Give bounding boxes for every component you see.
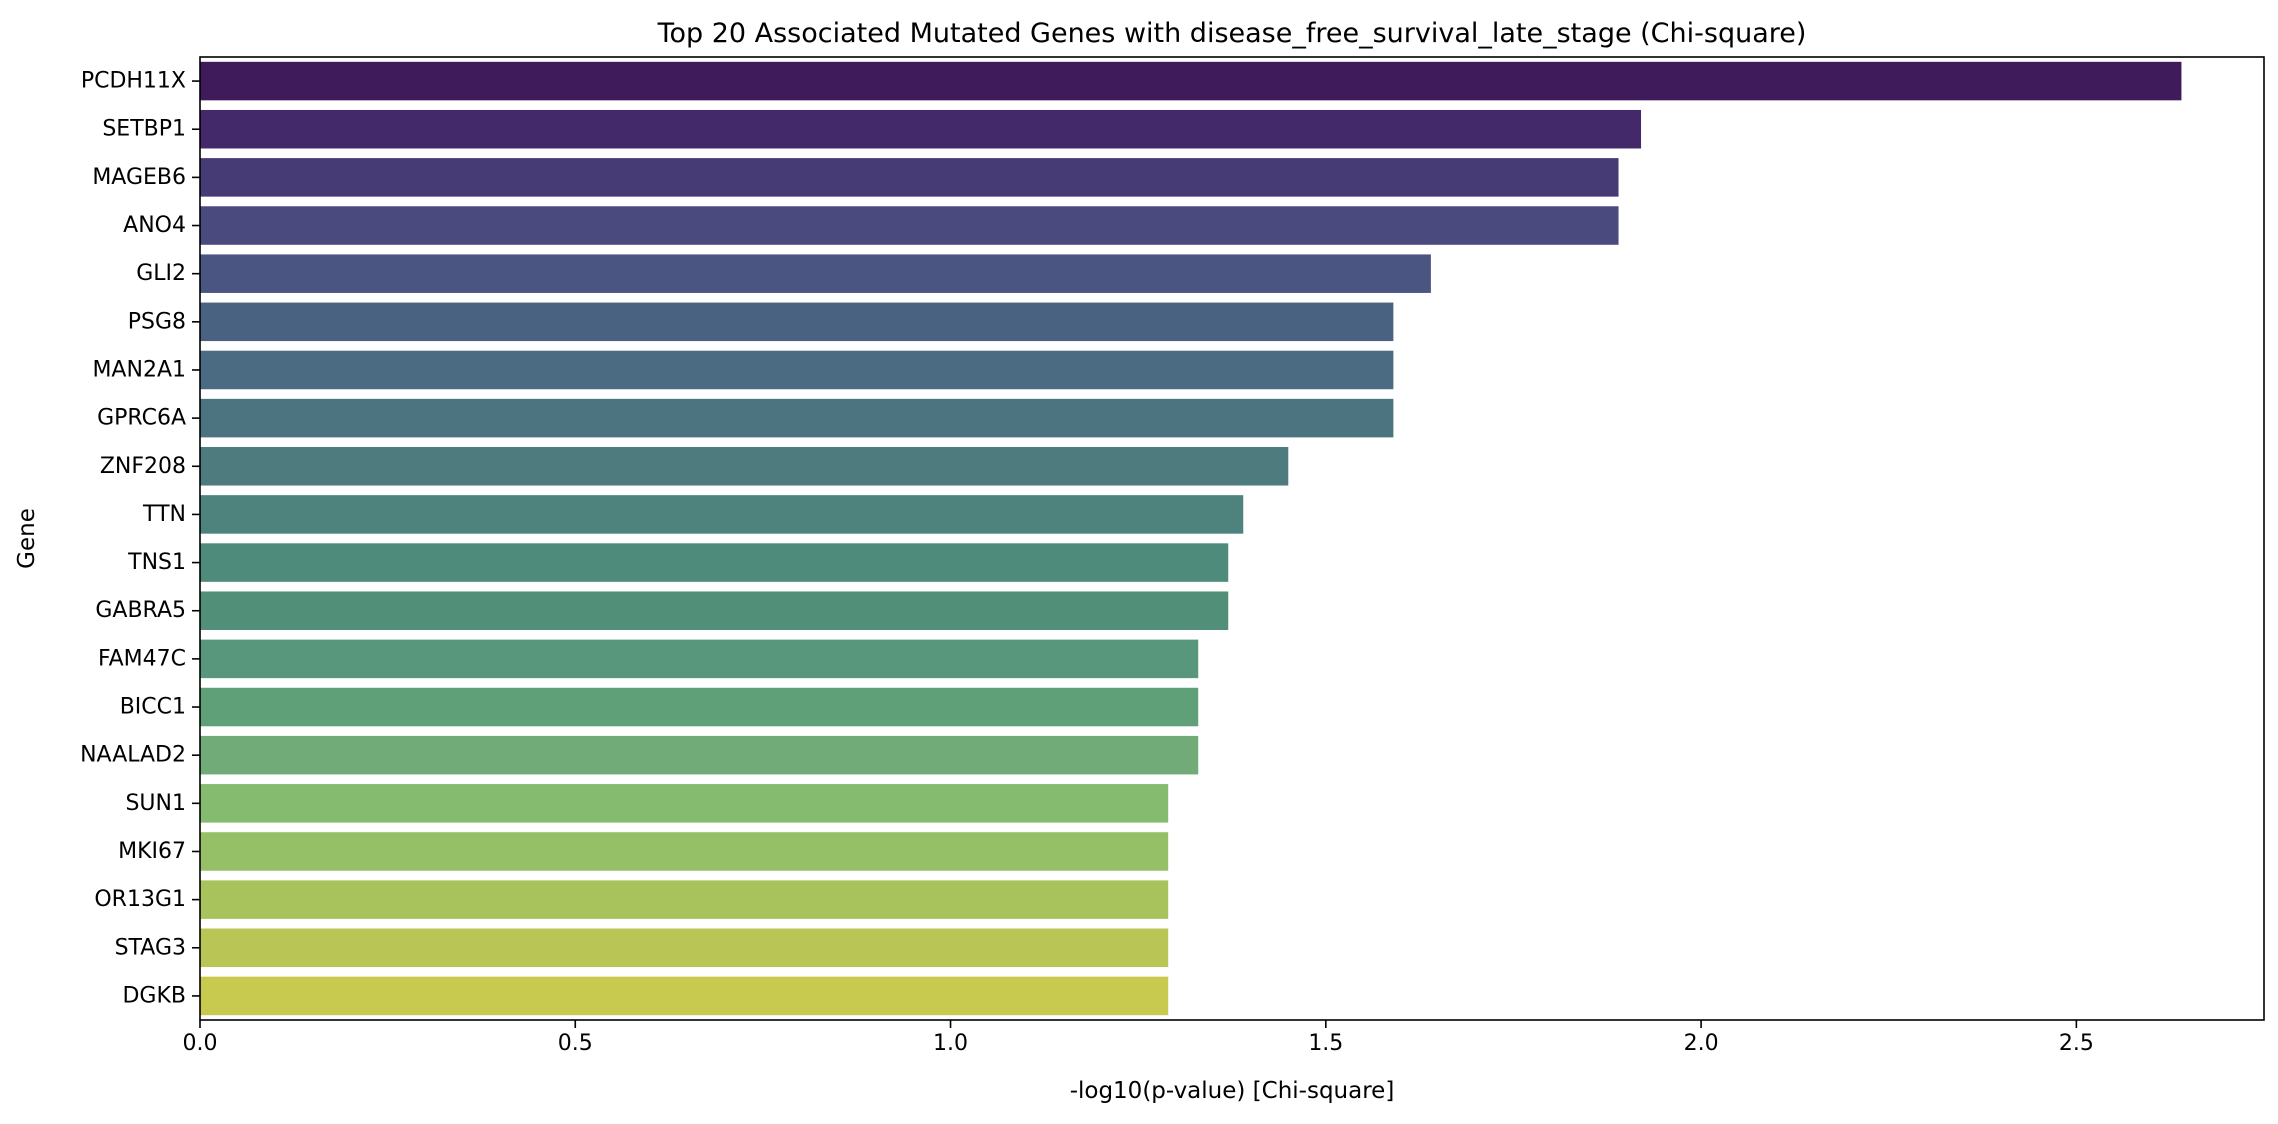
bar-ttn (200, 495, 1244, 534)
y-tick-label: NAALAD2 (80, 743, 186, 768)
y-tick-label: MKI67 (118, 839, 186, 864)
y-tick-label: GLI2 (136, 261, 186, 286)
plot-area-frame (199, 56, 2265, 1021)
y-tick-label: PCDH11X (81, 69, 186, 94)
y-tick-label: MAGEB6 (92, 165, 186, 190)
x-tick-label: 2.0 (1684, 1031, 1719, 1056)
bar-stag3 (200, 928, 1169, 968)
x-axis-ticks: 0.0 0.5 1.0 1.5 2.0 2.5 (183, 1020, 2094, 1056)
bar-sun1 (200, 784, 1169, 823)
bar-naalad2 (200, 735, 1199, 775)
x-tick-label: 0.5 (558, 1031, 593, 1056)
x-tick-label: 1.0 (933, 1031, 968, 1056)
y-tick-label: ZNF208 (100, 454, 186, 479)
y-tick-label: STAG3 (115, 935, 186, 960)
bar-or13g1 (200, 880, 1169, 919)
y-tick-label: ANO4 (123, 213, 186, 238)
bar-gabra5 (200, 591, 1229, 630)
y-axis-label: Gene (14, 508, 40, 569)
bar-znf208 (200, 447, 1289, 486)
bar-bicc1 (200, 687, 1199, 727)
y-tick-label: PSG8 (128, 309, 186, 334)
y-tick-label: FAM47C (98, 646, 186, 671)
x-tick-label: 2.5 (2059, 1031, 2094, 1056)
bar-man2a1 (200, 350, 1394, 390)
bar-fam47c (200, 639, 1199, 679)
bar-mki67 (200, 832, 1169, 871)
y-tick-label: SUN1 (125, 791, 186, 816)
y-tick-label: TNS1 (127, 550, 186, 575)
y-tick-label: SETBP1 (102, 117, 186, 142)
y-tick-label: GPRC6A (97, 406, 186, 431)
y-tick-label: DGKB (122, 983, 186, 1008)
bars-group (200, 61, 2182, 1016)
bar-pcdh11x (200, 61, 2182, 101)
y-tick-label: MAN2A1 (92, 357, 186, 382)
bar-ano4 (200, 206, 1619, 245)
bar-gli2 (200, 254, 1431, 293)
bar-setbp1 (200, 109, 1642, 149)
y-tick-label: OR13G1 (94, 887, 186, 912)
y-tick-label: TTN (142, 502, 186, 527)
y-tick-label: BICC1 (120, 695, 186, 720)
bar-tns1 (200, 543, 1229, 582)
y-axis-ticks: PCDH11X SETBP1 MAGEB6 ANO4 GLI2 PSG8 MAN2A1 GPR… (80, 69, 200, 1008)
bar-dgkb (200, 976, 1169, 1016)
bar-psg8 (200, 302, 1394, 342)
x-tick-label: 0.0 (183, 1031, 218, 1056)
y-tick-label: GABRA5 (95, 598, 186, 623)
bar-gprc6a (200, 398, 1394, 438)
chart-title: Top 20 Associated Mutated Genes with dis… (657, 18, 1807, 49)
x-axis-label: -log10(p-value) [Chi-square] (1070, 1078, 1395, 1104)
x-tick-label: 1.5 (1308, 1031, 1343, 1056)
bar-mageb6 (200, 158, 1619, 197)
